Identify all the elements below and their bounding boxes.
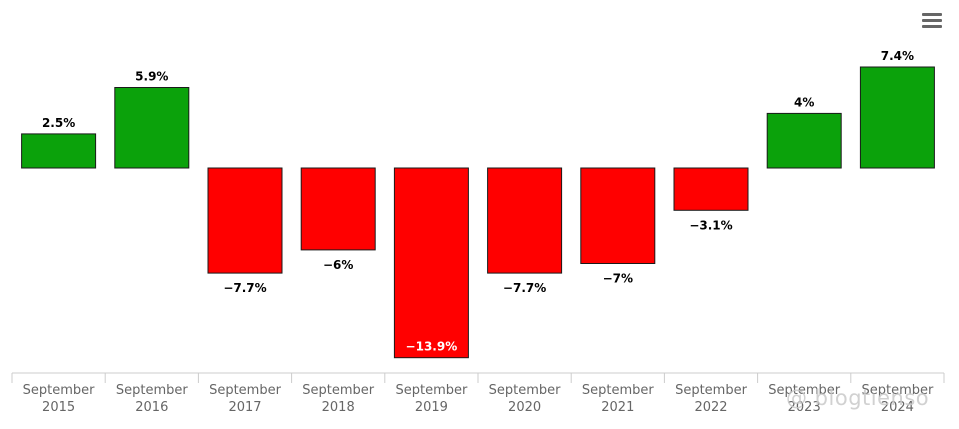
data-label-0: 2.5% [42, 116, 75, 130]
bar-3[interactable] [300, 167, 376, 251]
x-tick-label-3: September 2018 [302, 383, 375, 415]
bar-8[interactable] [766, 112, 842, 169]
x-tick-label-0: September 2015 [23, 383, 96, 415]
data-label-3: −6% [323, 258, 353, 272]
x-tick-label-2: September 2017 [209, 383, 282, 415]
data-label-5: −7.7% [503, 281, 546, 295]
hamburger-line [922, 25, 942, 28]
data-label-8: 4% [794, 95, 814, 109]
x-tick-label-8: September 2023 [768, 383, 841, 415]
x-tick-label-1: September 2016 [116, 383, 189, 415]
data-label-9: 7.4% [881, 49, 914, 63]
x-tick-label-9: September 2024 [861, 383, 934, 415]
hamburger-line [922, 19, 942, 22]
x-tick-label-4: September 2019 [395, 383, 468, 415]
x-axis-ticks: September 2015 September 2016 September 2017 S… [11, 373, 945, 415]
x-tick-label-6: September 2021 [582, 383, 655, 415]
hamburger-menu-icon [922, 13, 942, 16]
bar-9[interactable] [859, 66, 935, 169]
bars-group [21, 66, 935, 359]
bar-7[interactable] [673, 167, 749, 211]
x-tick-label-7: September 2022 [675, 383, 748, 415]
x-tick-label-5: September 2020 [489, 383, 562, 415]
data-label-2: −7.7% [223, 281, 266, 295]
data-label-1: 5.9% [135, 70, 168, 84]
bar-1[interactable] [114, 87, 190, 169]
data-label-4: −13.9% [406, 340, 458, 354]
bar-5[interactable] [487, 167, 563, 274]
bar-2[interactable] [207, 167, 283, 274]
bar-0[interactable] [21, 133, 97, 169]
bar-6[interactable] [580, 167, 656, 264]
bar-4[interactable] [393, 167, 469, 359]
chart-menu-button[interactable] [918, 10, 946, 34]
data-label-6: −7% [603, 272, 633, 286]
watermark: @ blogtienso [786, 386, 930, 410]
data-label-7: −3.1% [689, 218, 732, 232]
data-labels-group: 2.5% 5.9% −7.7% −6% −13.9% −7.7% −7% −3.1% 4% 7.4… [41, 48, 916, 354]
